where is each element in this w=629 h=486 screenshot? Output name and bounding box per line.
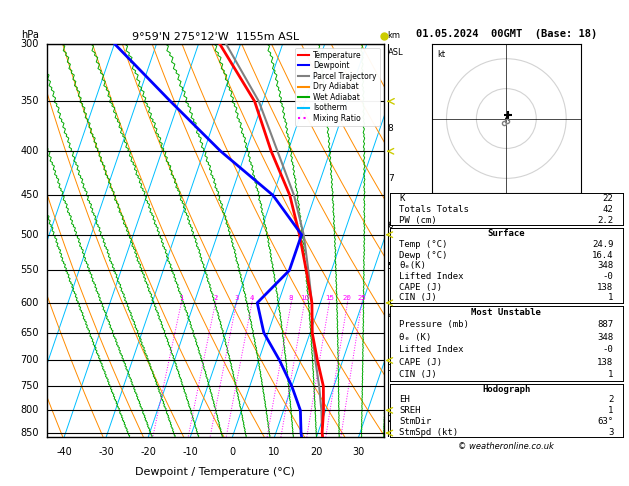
Text: -10: -10 — [182, 447, 198, 457]
Text: 42: 42 — [603, 205, 613, 214]
Text: 2: 2 — [608, 396, 613, 404]
Text: Temp (°C): Temp (°C) — [399, 240, 448, 249]
Text: 20: 20 — [343, 295, 352, 301]
Text: 16.4: 16.4 — [592, 251, 613, 260]
Text: 3: 3 — [387, 364, 394, 373]
Text: 1: 1 — [608, 370, 613, 379]
Text: -0: -0 — [603, 346, 613, 354]
Text: kt: kt — [438, 50, 446, 59]
Text: 550: 550 — [20, 265, 39, 275]
Text: 800: 800 — [20, 405, 39, 416]
Text: 7: 7 — [387, 174, 394, 183]
Text: LCL: LCL — [387, 408, 403, 417]
Text: 300: 300 — [20, 39, 39, 49]
Text: Lifted Index: Lifted Index — [399, 272, 464, 281]
Text: 348: 348 — [598, 261, 613, 270]
Text: hPa: hPa — [21, 30, 39, 40]
Text: ASL: ASL — [387, 48, 403, 57]
Text: -20: -20 — [140, 447, 156, 457]
Text: Lifted Index: Lifted Index — [399, 346, 464, 354]
Text: CAPE (J): CAPE (J) — [399, 283, 442, 292]
Text: 138: 138 — [598, 358, 613, 367]
Text: 1: 1 — [179, 295, 184, 301]
Text: 600: 600 — [20, 298, 39, 308]
Text: 22: 22 — [603, 194, 613, 203]
Text: 8: 8 — [387, 123, 394, 133]
Text: Hodograph: Hodograph — [482, 385, 530, 394]
Text: 3: 3 — [234, 295, 238, 301]
Text: -30: -30 — [98, 447, 114, 457]
Text: 10: 10 — [300, 295, 309, 301]
Text: 5: 5 — [387, 262, 394, 271]
Text: 750: 750 — [20, 381, 39, 391]
Text: 15: 15 — [325, 295, 334, 301]
Text: CAPE (J): CAPE (J) — [399, 358, 442, 367]
Text: 8: 8 — [289, 295, 294, 301]
Text: 887: 887 — [598, 320, 613, 330]
Text: 25: 25 — [357, 295, 366, 301]
Text: 138: 138 — [598, 283, 613, 292]
Legend: Temperature, Dewpoint, Parcel Trajectory, Dry Adiabat, Wet Adiabat, Isotherm, Mi: Temperature, Dewpoint, Parcel Trajectory… — [295, 48, 380, 126]
Text: 30: 30 — [352, 447, 365, 457]
Text: 1: 1 — [608, 406, 613, 415]
Text: 24.9: 24.9 — [592, 240, 613, 249]
Text: 01.05.2024  00GMT  (Base: 18): 01.05.2024 00GMT (Base: 18) — [416, 29, 597, 39]
Text: Dewp (°C): Dewp (°C) — [399, 251, 448, 260]
Title: 9°59'N 275°12'W  1155m ASL: 9°59'N 275°12'W 1155m ASL — [132, 32, 299, 42]
Text: K: K — [399, 194, 404, 203]
Text: 20: 20 — [310, 447, 323, 457]
Text: © weatheronline.co.uk: © weatheronline.co.uk — [459, 442, 554, 451]
Text: Surface: Surface — [487, 229, 525, 238]
Text: 500: 500 — [20, 230, 39, 240]
Text: 4: 4 — [250, 295, 254, 301]
Text: 3: 3 — [608, 428, 613, 436]
Text: StmDir: StmDir — [399, 417, 431, 426]
Text: Pressure (mb): Pressure (mb) — [399, 320, 469, 330]
Text: CIN (J): CIN (J) — [399, 370, 437, 379]
Text: km: km — [387, 31, 401, 40]
Text: 700: 700 — [20, 355, 39, 365]
Text: θₑ(K): θₑ(K) — [399, 261, 426, 270]
Text: 4: 4 — [387, 311, 393, 320]
Text: 650: 650 — [20, 328, 39, 338]
Text: 2: 2 — [387, 415, 393, 424]
Text: 63°: 63° — [598, 417, 613, 426]
Text: 850: 850 — [20, 428, 39, 438]
Text: 10: 10 — [268, 447, 281, 457]
Text: Most Unstable: Most Unstable — [471, 308, 542, 317]
Text: EH: EH — [399, 396, 410, 404]
Text: 2: 2 — [213, 295, 218, 301]
Text: 2.2: 2.2 — [598, 216, 613, 225]
Text: PW (cm): PW (cm) — [399, 216, 437, 225]
Text: 1: 1 — [608, 294, 613, 302]
Text: -40: -40 — [56, 447, 72, 457]
Text: StmSpd (kt): StmSpd (kt) — [399, 428, 459, 436]
Text: SREH: SREH — [399, 406, 421, 415]
Text: 348: 348 — [598, 333, 613, 342]
Text: 450: 450 — [20, 191, 39, 200]
Text: 6: 6 — [387, 221, 394, 230]
Text: Totals Totals: Totals Totals — [399, 205, 469, 214]
Text: 350: 350 — [20, 96, 39, 106]
Text: Mixing Ratio (g/kg): Mixing Ratio (g/kg) — [406, 198, 415, 283]
Text: CIN (J): CIN (J) — [399, 294, 437, 302]
Text: 0: 0 — [229, 447, 235, 457]
Text: Dewpoint / Temperature (°C): Dewpoint / Temperature (°C) — [135, 467, 296, 477]
Text: -0: -0 — [603, 272, 613, 281]
Text: θₑ (K): θₑ (K) — [399, 333, 431, 342]
Text: 400: 400 — [20, 146, 39, 156]
